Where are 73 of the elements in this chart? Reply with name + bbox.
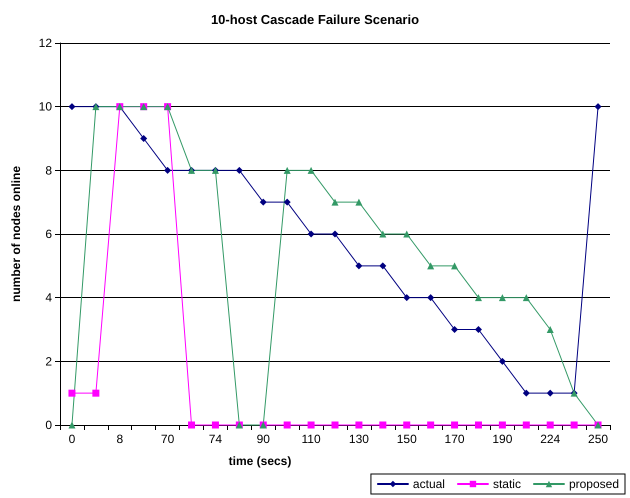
point [594,103,602,110]
point [68,422,76,428]
legend-label: actual [412,477,445,491]
x-tick-label: 90 [256,432,270,446]
y-axis-title: number of nodes online [9,166,23,302]
y-tick-label: 2 [45,354,52,368]
point [308,230,315,238]
legend-label: static [492,477,521,491]
point [308,166,315,174]
point [427,422,434,428]
x-tick-label: 70 [160,432,175,446]
point [236,166,243,174]
point [284,166,291,174]
point [546,422,554,428]
x-tick-label: 130 [348,432,370,446]
point [379,230,386,238]
y-tick-label: 0 [45,418,52,432]
point [260,198,267,206]
point [522,422,530,428]
point [498,422,506,428]
chart-title: 10-host Cascade Failure Scenario [210,12,420,27]
point [332,198,338,206]
x-tick-label: 170 [444,432,465,446]
point [92,390,100,397]
point [474,422,482,428]
point [451,422,458,428]
x-tick-label: 150 [396,432,418,446]
point [474,294,482,302]
point [355,262,362,270]
point [498,358,506,365]
point [332,422,338,428]
x-tick-label: 0 [68,432,76,446]
point [332,230,338,238]
x-tick-label: 190 [492,432,513,446]
point [451,262,458,270]
point [68,103,76,110]
y-tick-label: 10 [38,100,52,114]
point [522,294,530,302]
x-tick-label: 224 [540,432,561,446]
point [451,326,458,333]
point [355,422,362,428]
point [427,262,434,270]
point [140,135,148,142]
point [403,422,410,428]
point [379,422,386,428]
point [570,422,578,428]
y-tick-label: 4 [45,290,52,305]
point [379,262,386,270]
point [474,326,482,333]
point [164,166,172,174]
point [522,390,530,397]
point [355,198,362,206]
y-tick-label: 6 [45,227,52,241]
point [427,294,434,302]
point [498,294,506,302]
point [546,326,554,333]
point [403,230,410,238]
y-tick-label: 12 [38,36,52,50]
point [284,198,291,206]
x-axis-title: time (secs) [228,454,292,468]
x-tick-label: 74 [208,432,222,446]
point [403,294,410,302]
point [68,390,76,397]
point [188,422,196,428]
point [212,422,219,428]
y-tick-label: 8 [45,163,52,178]
x-tick-label: 110 [302,432,321,446]
point [284,422,291,428]
legend-label: proposed [568,477,620,491]
x-tick-label: 8 [116,432,124,446]
point [546,390,554,397]
point [308,422,315,428]
x-tick-label: 250 [588,432,608,446]
